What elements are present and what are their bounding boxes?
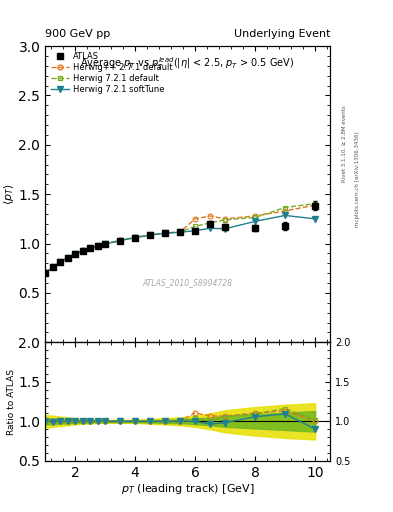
Y-axis label: Ratio to ATLAS: Ratio to ATLAS <box>7 369 16 435</box>
Text: Rivet 3.1.10, ≥ 2.8M events: Rivet 3.1.10, ≥ 2.8M events <box>342 105 346 182</box>
Text: Underlying Event: Underlying Event <box>233 29 330 39</box>
Text: Average $p_T$ vs $p_T^{lead}$(|$\eta$| < 2.5, $p_T$ > 0.5 GeV): Average $p_T$ vs $p_T^{lead}$(|$\eta$| <… <box>81 55 295 72</box>
Legend: ATLAS, Herwig++ 2.7.1 default, Herwig 7.2.1 default, Herwig 7.2.1 softTune: ATLAS, Herwig++ 2.7.1 default, Herwig 7.… <box>48 50 175 97</box>
X-axis label: $p_T$ (leading track) [GeV]: $p_T$ (leading track) [GeV] <box>121 482 255 497</box>
Y-axis label: $\langle p_T \rangle$: $\langle p_T \rangle$ <box>2 183 16 205</box>
Text: ATLAS_2010_S8994728: ATLAS_2010_S8994728 <box>143 279 233 288</box>
Text: 900 GeV pp: 900 GeV pp <box>45 29 110 39</box>
Text: mcplots.cern.ch [arXiv:1306.3436]: mcplots.cern.ch [arXiv:1306.3436] <box>355 132 360 227</box>
